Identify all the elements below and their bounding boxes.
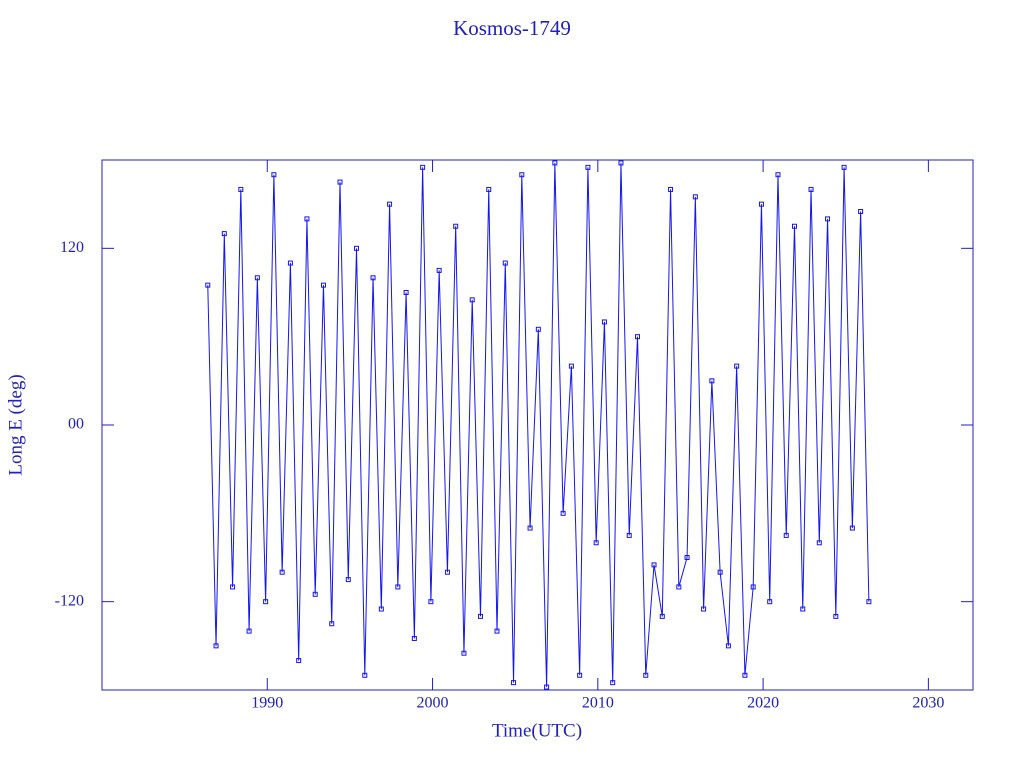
data-point	[246, 628, 252, 634]
data-point	[833, 613, 839, 619]
data-point	[444, 569, 450, 575]
data-point	[816, 540, 822, 546]
data-point	[866, 599, 872, 605]
data-point	[841, 164, 847, 170]
data-point	[395, 584, 401, 590]
data-point	[254, 275, 260, 281]
data-point	[420, 164, 426, 170]
data-point	[213, 643, 219, 649]
data-point	[362, 672, 368, 678]
data-point	[626, 532, 632, 538]
data-point	[296, 658, 302, 664]
y-tick-label: -120	[55, 592, 84, 609]
data-point	[320, 282, 326, 288]
data-point	[775, 172, 781, 178]
data-point	[585, 164, 591, 170]
data-point	[544, 684, 550, 690]
data-point	[560, 510, 566, 516]
data-point	[230, 584, 236, 590]
data-point	[651, 562, 657, 568]
data-point	[527, 525, 533, 531]
data-point	[519, 172, 525, 178]
x-tick-label: 1990	[251, 695, 283, 712]
data-point	[792, 223, 798, 229]
data-point	[692, 194, 698, 200]
data-point	[767, 599, 773, 605]
data-point	[494, 628, 500, 634]
data-point	[205, 282, 211, 288]
y-tick-label: 00	[68, 416, 84, 433]
data-point	[758, 201, 764, 207]
data-point	[552, 160, 558, 166]
data-point	[263, 599, 269, 605]
data-point	[610, 680, 616, 686]
data-point	[643, 672, 649, 678]
data-point	[742, 672, 748, 678]
data-point	[593, 540, 599, 546]
x-tick-label: 2020	[747, 695, 779, 712]
data-point	[618, 160, 624, 166]
data-point	[750, 584, 756, 590]
data-point	[676, 584, 682, 590]
data-point	[709, 378, 715, 384]
data-point	[345, 577, 351, 583]
data-point	[378, 606, 384, 612]
data-point	[511, 680, 517, 686]
plot-area	[205, 160, 872, 690]
data-point	[329, 621, 335, 627]
data-point	[717, 569, 723, 575]
x-tick-label: 2000	[417, 695, 449, 712]
data-point	[684, 555, 690, 560]
data-point	[477, 613, 483, 619]
data-point	[783, 532, 789, 538]
data-point	[858, 209, 864, 215]
data-point	[502, 260, 508, 266]
data-point	[634, 334, 640, 340]
y-tick-label: 120	[60, 239, 84, 256]
data-point	[428, 599, 434, 605]
data-point	[808, 186, 814, 192]
data-point	[387, 201, 393, 207]
x-tick-label: 2010	[582, 695, 614, 712]
data-point	[659, 613, 665, 619]
chart-title: Kosmos-1749	[453, 16, 571, 40]
data-point	[312, 591, 318, 597]
x-axis-label: Time(UTC)	[492, 720, 582, 741]
data-point	[486, 186, 492, 192]
data-point	[535, 326, 541, 332]
data-point	[601, 319, 607, 325]
data-point	[354, 245, 360, 251]
data-point	[568, 363, 574, 369]
data-point	[701, 606, 707, 612]
x-tick-label: 2030	[912, 695, 944, 712]
data-point	[287, 260, 293, 266]
data-point	[411, 635, 417, 641]
data-point	[370, 275, 376, 281]
data-line	[207, 162, 870, 688]
data-point	[577, 672, 583, 678]
data-point	[469, 297, 475, 303]
data-point	[668, 186, 674, 192]
data-point	[800, 606, 806, 612]
data-point	[403, 290, 409, 295]
data-point	[279, 569, 285, 575]
y-axis-label: Long E (deg)	[5, 374, 26, 475]
data-point	[304, 216, 310, 222]
data-point	[453, 223, 459, 229]
data-point	[221, 231, 227, 237]
data-point	[734, 363, 740, 369]
data-point	[436, 267, 442, 273]
data-point	[271, 172, 277, 178]
data-point	[849, 525, 855, 531]
data-point	[461, 650, 467, 656]
data-point	[238, 186, 244, 192]
data-point	[725, 643, 731, 649]
data-point	[825, 216, 831, 222]
data-point	[337, 179, 343, 185]
